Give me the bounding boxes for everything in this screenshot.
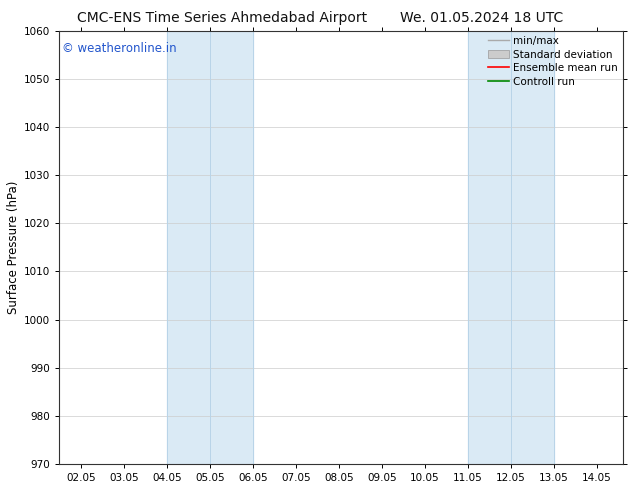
Bar: [210, 31, 253, 464]
Bar: [468, 31, 511, 464]
Bar: [511, 31, 554, 464]
Bar: [167, 31, 210, 464]
Text: © weatheronline.in: © weatheronline.in: [62, 42, 177, 54]
Y-axis label: Surface Pressure (hPa): Surface Pressure (hPa): [7, 181, 20, 314]
Text: CMC-ENS Time Series Ahmedabad Airport: CMC-ENS Time Series Ahmedabad Airport: [77, 11, 367, 25]
Legend: min/max, Standard deviation, Ensemble mean run, Controll run: min/max, Standard deviation, Ensemble me…: [485, 33, 621, 90]
Text: We. 01.05.2024 18 UTC: We. 01.05.2024 18 UTC: [400, 11, 564, 25]
